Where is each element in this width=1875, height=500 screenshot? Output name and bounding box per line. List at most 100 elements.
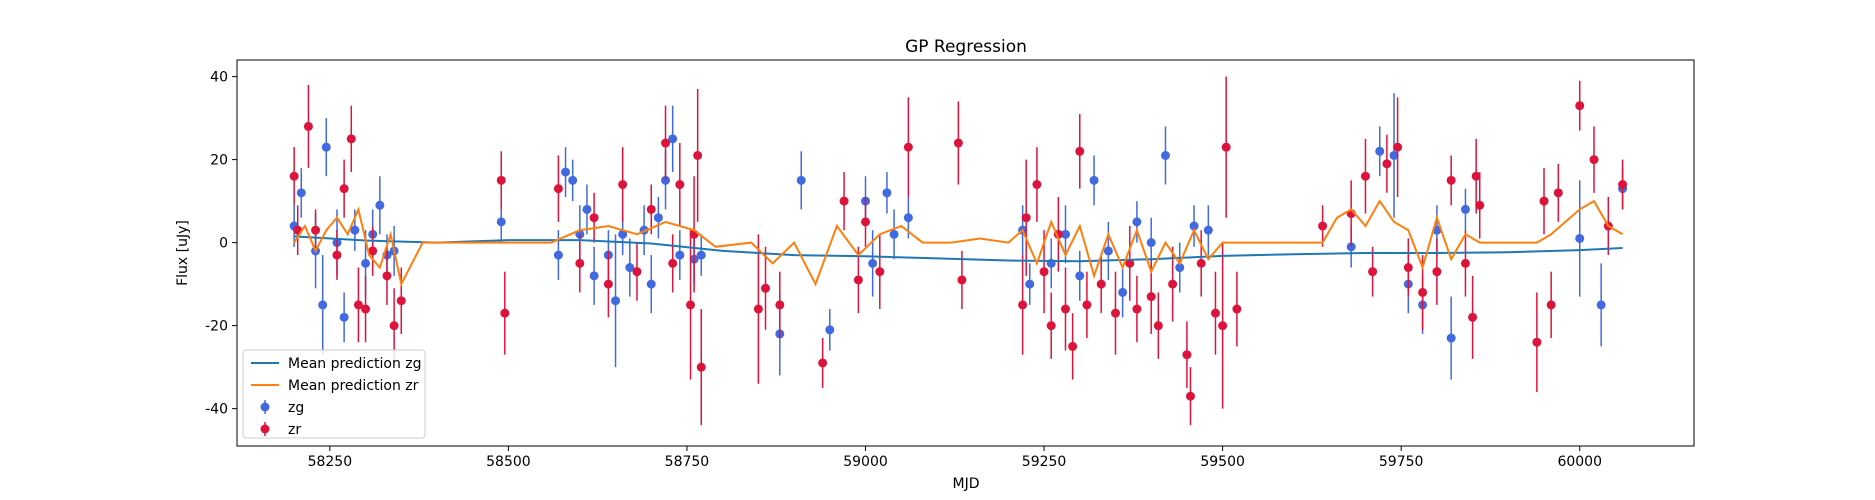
point-marker — [696, 250, 706, 260]
point-marker — [1589, 155, 1599, 165]
point-marker — [1082, 300, 1092, 310]
point-marker — [589, 271, 599, 281]
data-point-zr — [1432, 238, 1442, 305]
point-marker — [839, 196, 849, 206]
data-point-zr — [661, 105, 671, 181]
y-axis-title: Flux [uJy] — [175, 220, 191, 286]
point-marker — [646, 204, 656, 214]
data-point-zg — [339, 292, 349, 343]
data-point-zg — [696, 234, 706, 276]
data-point-zg — [589, 246, 599, 305]
point-marker — [321, 142, 331, 152]
data-point-zr — [753, 234, 763, 384]
data-point-zg — [1025, 263, 1035, 305]
point-marker — [361, 304, 371, 314]
point-marker — [368, 246, 378, 256]
ticks-layer: 58250 58500 58750 59000 59250 59500 59750 60000… — [205, 70, 1602, 470]
x-tick-label: 58750 — [665, 454, 710, 470]
point-marker — [653, 213, 663, 223]
data-point-zr — [1196, 230, 1206, 297]
data-point-zg — [625, 238, 635, 297]
data-point-zg — [582, 184, 592, 235]
data-point-zr — [589, 192, 599, 243]
point-marker — [1075, 146, 1085, 156]
point-marker — [861, 217, 871, 227]
y-tick-label: 0 — [219, 236, 228, 252]
point-marker — [1039, 267, 1049, 277]
point-marker — [903, 142, 913, 152]
data-point-zr — [957, 250, 967, 310]
data-point-zr — [1446, 155, 1456, 206]
data-point-zr — [396, 267, 406, 334]
point-marker — [1418, 287, 1428, 297]
point-marker — [1553, 188, 1563, 198]
data-point-zg — [568, 159, 578, 202]
chart-title: GP Regression — [905, 37, 1027, 57]
point-marker — [1075, 271, 1085, 281]
data-point-zr — [346, 105, 356, 173]
point-marker — [375, 200, 385, 210]
point-marker — [1393, 142, 1403, 152]
data-point-zr — [553, 155, 563, 222]
data-point-zr — [646, 184, 656, 235]
x-tick-label: 60000 — [1557, 454, 1602, 470]
point-marker — [882, 188, 892, 198]
point-marker — [1021, 213, 1031, 223]
data-point-zr — [1168, 246, 1178, 322]
point-marker — [1060, 304, 1070, 314]
point-marker — [1318, 221, 1328, 231]
point-marker — [1232, 304, 1242, 314]
data-point-zg — [825, 309, 835, 351]
data-point-zg — [1118, 267, 1128, 318]
data-point-zr — [618, 147, 628, 222]
point-marker — [875, 267, 885, 277]
point-marker — [382, 271, 392, 281]
legend-swatch-zr-marker — [260, 424, 270, 434]
data-point-zr — [353, 267, 363, 343]
data-point-zr — [303, 84, 313, 168]
point-marker — [339, 184, 349, 194]
data-point-zg — [1460, 188, 1470, 231]
data-point-zr — [368, 226, 378, 276]
point-marker — [1468, 312, 1478, 322]
point-marker — [1032, 180, 1042, 190]
data-point-zg — [668, 105, 678, 173]
point-marker — [693, 150, 703, 160]
point-marker — [796, 175, 806, 185]
point-marker — [361, 258, 371, 268]
point-marker — [686, 300, 696, 310]
data-point-zg — [296, 167, 306, 218]
point-marker — [553, 184, 563, 194]
data-point-zr — [1393, 97, 1403, 197]
data-point-zr — [1096, 255, 1106, 314]
data-point-zr — [1125, 226, 1135, 301]
data-point-zr — [953, 101, 963, 185]
point-marker — [1132, 304, 1142, 314]
data-point-zr — [1471, 138, 1481, 214]
point-marker — [853, 275, 863, 285]
point-marker — [1532, 337, 1542, 347]
point-marker — [1196, 258, 1206, 268]
point-marker — [289, 171, 299, 181]
y-tick-label: -20 — [205, 319, 228, 335]
data-point-zr — [1153, 292, 1163, 359]
data-point-zr — [668, 234, 678, 293]
data-point-zr — [311, 209, 321, 251]
data-point-zr — [1021, 159, 1031, 276]
y-tick-label: 40 — [210, 70, 228, 86]
data-point-zr — [875, 234, 885, 310]
data-point-zr — [675, 143, 685, 227]
data-point-zr — [289, 147, 299, 206]
data-point-zg — [1389, 93, 1399, 218]
data-point-zr — [603, 250, 613, 318]
point-marker — [818, 358, 828, 368]
data-point-zr — [839, 172, 849, 231]
point-marker — [1471, 171, 1481, 181]
y-tick-label: -40 — [205, 402, 228, 418]
point-marker — [625, 263, 635, 273]
point-marker — [1146, 292, 1156, 302]
y-tick-label: 20 — [210, 153, 228, 169]
point-marker — [1125, 258, 1135, 268]
x-tick-label: 59000 — [843, 454, 888, 470]
data-point-zr — [1046, 292, 1056, 359]
